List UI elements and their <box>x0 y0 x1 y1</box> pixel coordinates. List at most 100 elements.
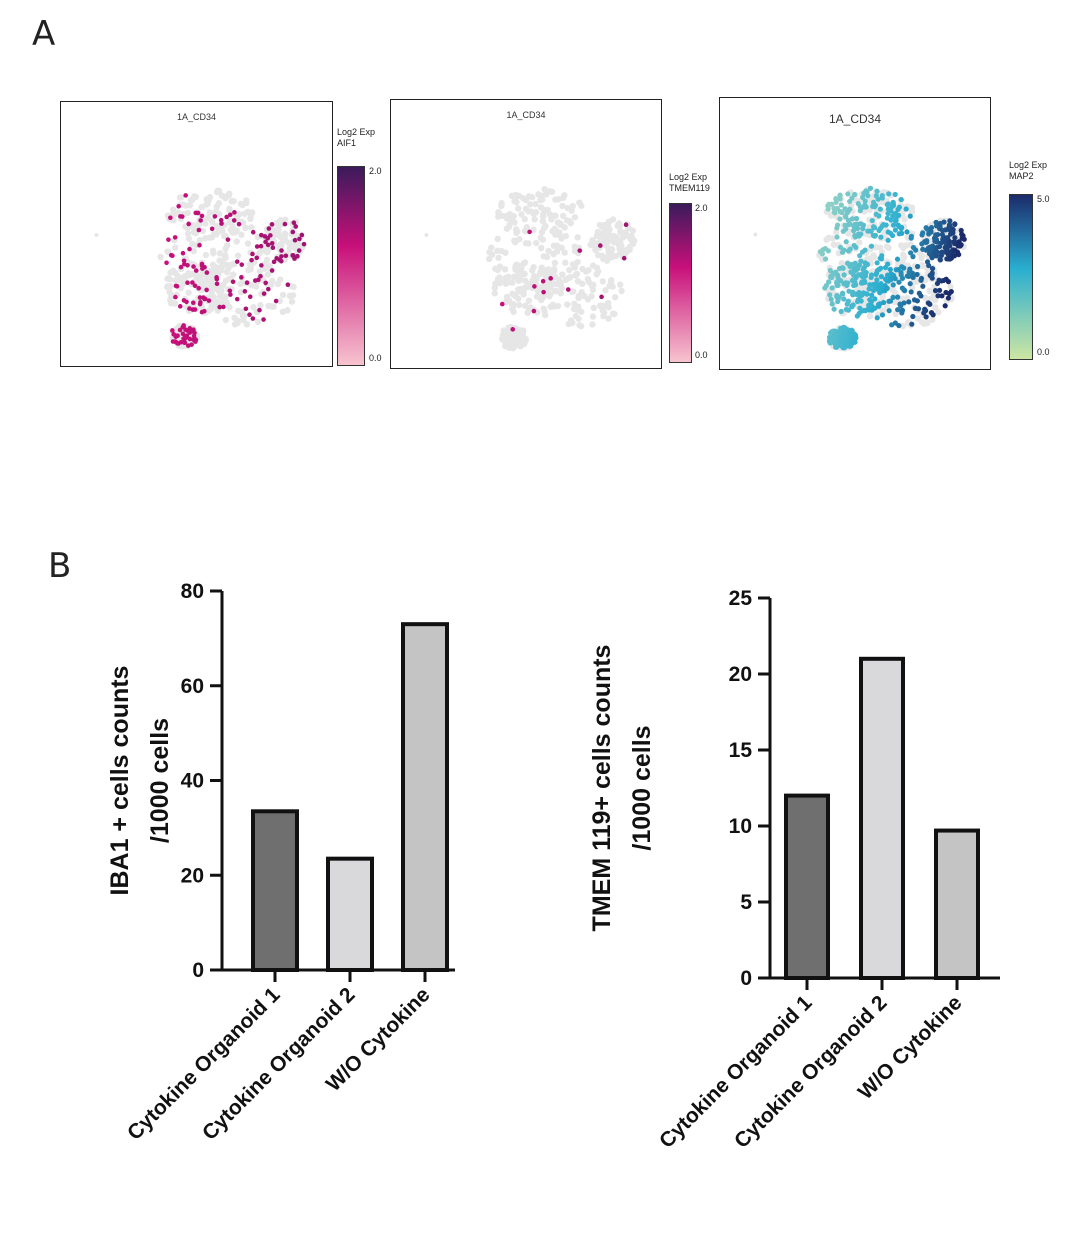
umap-cell <box>546 211 554 218</box>
umap-expressing-cell <box>882 264 889 271</box>
umap-cell <box>594 251 602 259</box>
y-tick-label: 60 <box>181 675 204 698</box>
bar <box>784 793 830 980</box>
umap-expressing-cell <box>945 251 951 257</box>
umap-expressing-cell <box>849 277 855 284</box>
umap-cell <box>424 233 429 237</box>
umap-cell <box>545 247 552 255</box>
umap-cell <box>221 296 228 303</box>
umap-cell <box>935 309 942 316</box>
umap-cell <box>513 341 520 348</box>
umap-expressing-cell <box>935 293 941 299</box>
umap-expressing-cell <box>838 202 844 208</box>
umap-cell <box>512 226 520 233</box>
umap-expressing-cell <box>907 213 913 219</box>
umap-cell <box>898 242 905 249</box>
umap-cell <box>206 209 213 216</box>
umap-expressing-cell <box>890 282 896 288</box>
umap-expressing-cell <box>872 296 878 302</box>
umap-cell <box>250 303 257 311</box>
umap-cell <box>585 266 592 274</box>
umap-cell <box>565 275 572 282</box>
umap-expressing-cell <box>225 237 231 242</box>
umap-expressing-cell <box>173 339 179 345</box>
umap-expressing-cell <box>199 263 205 268</box>
umap-expressing-cell <box>851 223 857 229</box>
umap-cell <box>929 316 936 323</box>
umap-cell <box>856 239 863 246</box>
umap-cell <box>209 275 216 282</box>
colorbar <box>1009 194 1033 360</box>
umap-expressing-cell <box>873 193 879 199</box>
umap-expressing-cell <box>283 253 289 259</box>
umap-cell <box>494 235 501 243</box>
umap-expressing-cell <box>901 300 907 306</box>
umap-expressing-cell <box>903 206 909 212</box>
umap-cell <box>544 188 551 196</box>
umap-expressing-cell <box>833 199 839 205</box>
umap-expressing-cell <box>895 267 902 273</box>
umap-expressing-cell <box>265 242 271 248</box>
umap-cell <box>500 337 507 344</box>
umap-cell <box>537 196 544 204</box>
umap-expressing-cell <box>224 214 229 220</box>
umap-expressing-cell <box>204 287 209 293</box>
umap-cell <box>237 200 245 208</box>
umap-cell <box>185 289 192 296</box>
umap-cell <box>532 200 539 208</box>
umap-expressing-cell <box>291 220 297 226</box>
umap-cell <box>574 278 582 285</box>
umap-cell <box>600 309 608 317</box>
umap-cell <box>522 335 529 343</box>
umap-expressing-cell <box>913 247 919 253</box>
umap-expressing-cell <box>859 205 865 211</box>
umap-expressing-cell <box>261 291 267 296</box>
umap-expressing-cell <box>899 307 906 313</box>
umap-expressing-cell <box>942 239 948 245</box>
umap-expressing-cell <box>259 232 264 238</box>
umap-expressing-cell <box>933 251 939 258</box>
umap-expressing-cell <box>939 293 945 299</box>
umap-cell <box>594 228 602 236</box>
umap-expressing-cell <box>844 301 850 307</box>
umap-expressing-cell <box>946 222 953 228</box>
umap-cell <box>211 264 218 272</box>
umap-expressing-cell <box>834 234 840 240</box>
umap-cell <box>606 226 613 233</box>
umap-expressing-cell <box>185 343 191 348</box>
umap-cell <box>753 232 758 237</box>
y-tick-label: 10 <box>729 815 752 838</box>
umap-expressing-cell <box>849 289 856 295</box>
umap-expressing-cell <box>884 272 891 278</box>
y-tick-label: 40 <box>181 770 204 793</box>
umap-expressing-cell <box>232 210 237 215</box>
umap-cell <box>230 271 237 278</box>
umap-expressing-cell <box>849 216 855 222</box>
umap-expressing-cell <box>258 273 263 279</box>
umap-expressing-cell <box>841 272 847 278</box>
umap-expressing-cell <box>293 224 299 229</box>
umap-expressing-cell <box>879 223 885 229</box>
umap-expressing-cell <box>896 322 902 329</box>
umap-cell <box>924 319 931 327</box>
umap-expressing-cell <box>839 265 846 271</box>
umap-expressing-cell <box>198 300 203 305</box>
umap-cell <box>257 301 264 309</box>
umap-expressing-cell <box>187 246 192 252</box>
umap-cell <box>561 249 568 256</box>
umap-expressing-cell <box>923 225 929 231</box>
umap-title: 1A_CD34 <box>506 110 546 120</box>
umap-cell <box>171 244 179 251</box>
umap-cell <box>204 214 212 222</box>
umap-expressing-cell <box>910 254 916 260</box>
umap-expressing-cell <box>899 230 905 236</box>
umap-cell <box>256 268 264 275</box>
umap-expressing-cell <box>842 334 848 340</box>
umap-expressing-cell <box>177 327 183 333</box>
umap-expressing-cell <box>541 289 546 295</box>
umap-expressing-cell <box>926 262 932 269</box>
umap-expressing-cell <box>878 280 884 287</box>
umap-cell <box>550 250 557 258</box>
umap-expressing-cell <box>874 277 880 283</box>
umap-cell <box>501 266 509 273</box>
